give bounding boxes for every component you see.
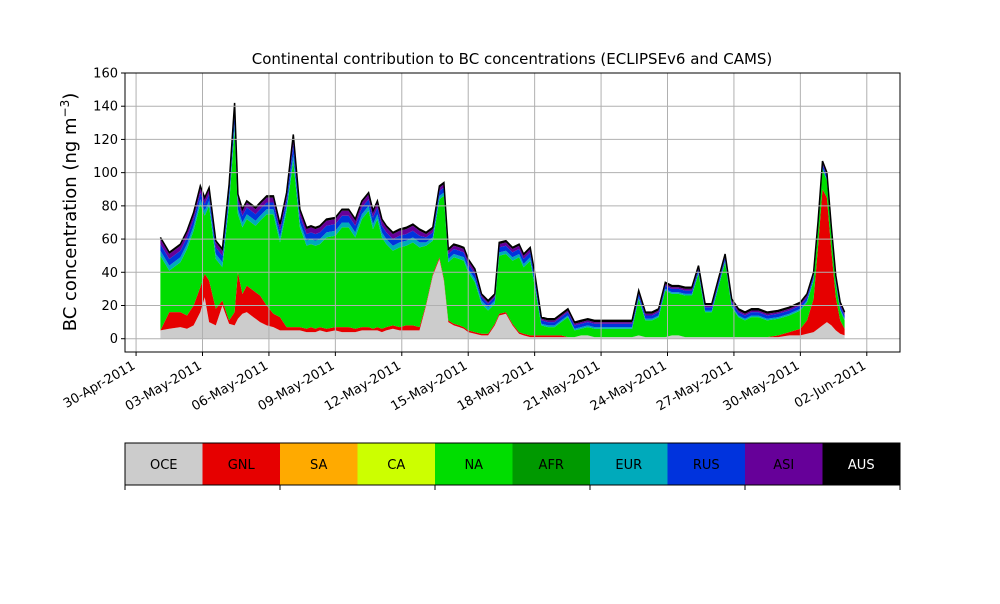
y-axis-label-close: ) [60,93,81,100]
colorbar-swatch-gnl [202,443,280,485]
colorbar-label-asi: ASI [773,458,794,473]
colorbar-swatch-eur [590,443,668,485]
colorbar-label-afr: AFR [539,458,564,473]
y-tick-label: 80 [101,199,118,214]
y-axis-label-superscript: −3 [58,100,72,118]
area-na [160,129,845,338]
y-tick-label: 140 [93,100,118,115]
y-tick-label: 0 [110,332,118,347]
colorbar-swatch-sa [280,443,358,485]
colorbar-swatch-rus [667,443,745,485]
stacked-areas [159,102,846,339]
colorbar-swatch-na [435,443,513,485]
area-gnl [160,189,845,338]
y-tick-label: 120 [93,133,118,148]
colorbar-swatch-aus [822,443,900,485]
colorbar-legend: OCE GNL SA CA NA AFR EUR RUS ASI AUS [124,442,901,490]
colorbar-label-ca: CA [387,458,405,473]
plot-area: 02040608010012014016030-Apr-201103-May-2… [61,67,901,414]
chart-title: Continental contribution to BC concentra… [252,50,773,68]
colorbar-swatch-ca [357,443,435,485]
colorbar-label-sa: SA [310,458,327,473]
y-axis-label-main: BC concentration (ng m [60,117,81,331]
colorbar-frame [124,442,901,486]
plot-frame [124,72,901,353]
colorbar-swatch-oce [125,443,203,485]
colorbar-label-rus: RUS [693,458,720,473]
y-axis-label: BC concentration (ng m−3) [58,93,81,332]
colorbar-label-oce: OCE [150,458,178,473]
colorbar-swatch-afr [512,443,590,485]
y-tick-label: 20 [101,299,118,314]
colorbar-label-aus: AUS [848,458,875,473]
area-oce [160,259,845,339]
y-tick-label: 40 [101,266,118,281]
y-tick-label: 160 [93,67,118,82]
y-tick-label: 60 [101,233,118,248]
colorbar-label-gnl: GNL [228,458,256,473]
colorbar-swatch-asi [745,443,823,485]
x-tick-label: 02-Jun-2011 [792,358,869,411]
colorbar-label-eur: EUR [615,458,642,473]
y-tick-label: 100 [93,166,118,181]
colorbar-label-na: NA [464,458,483,473]
